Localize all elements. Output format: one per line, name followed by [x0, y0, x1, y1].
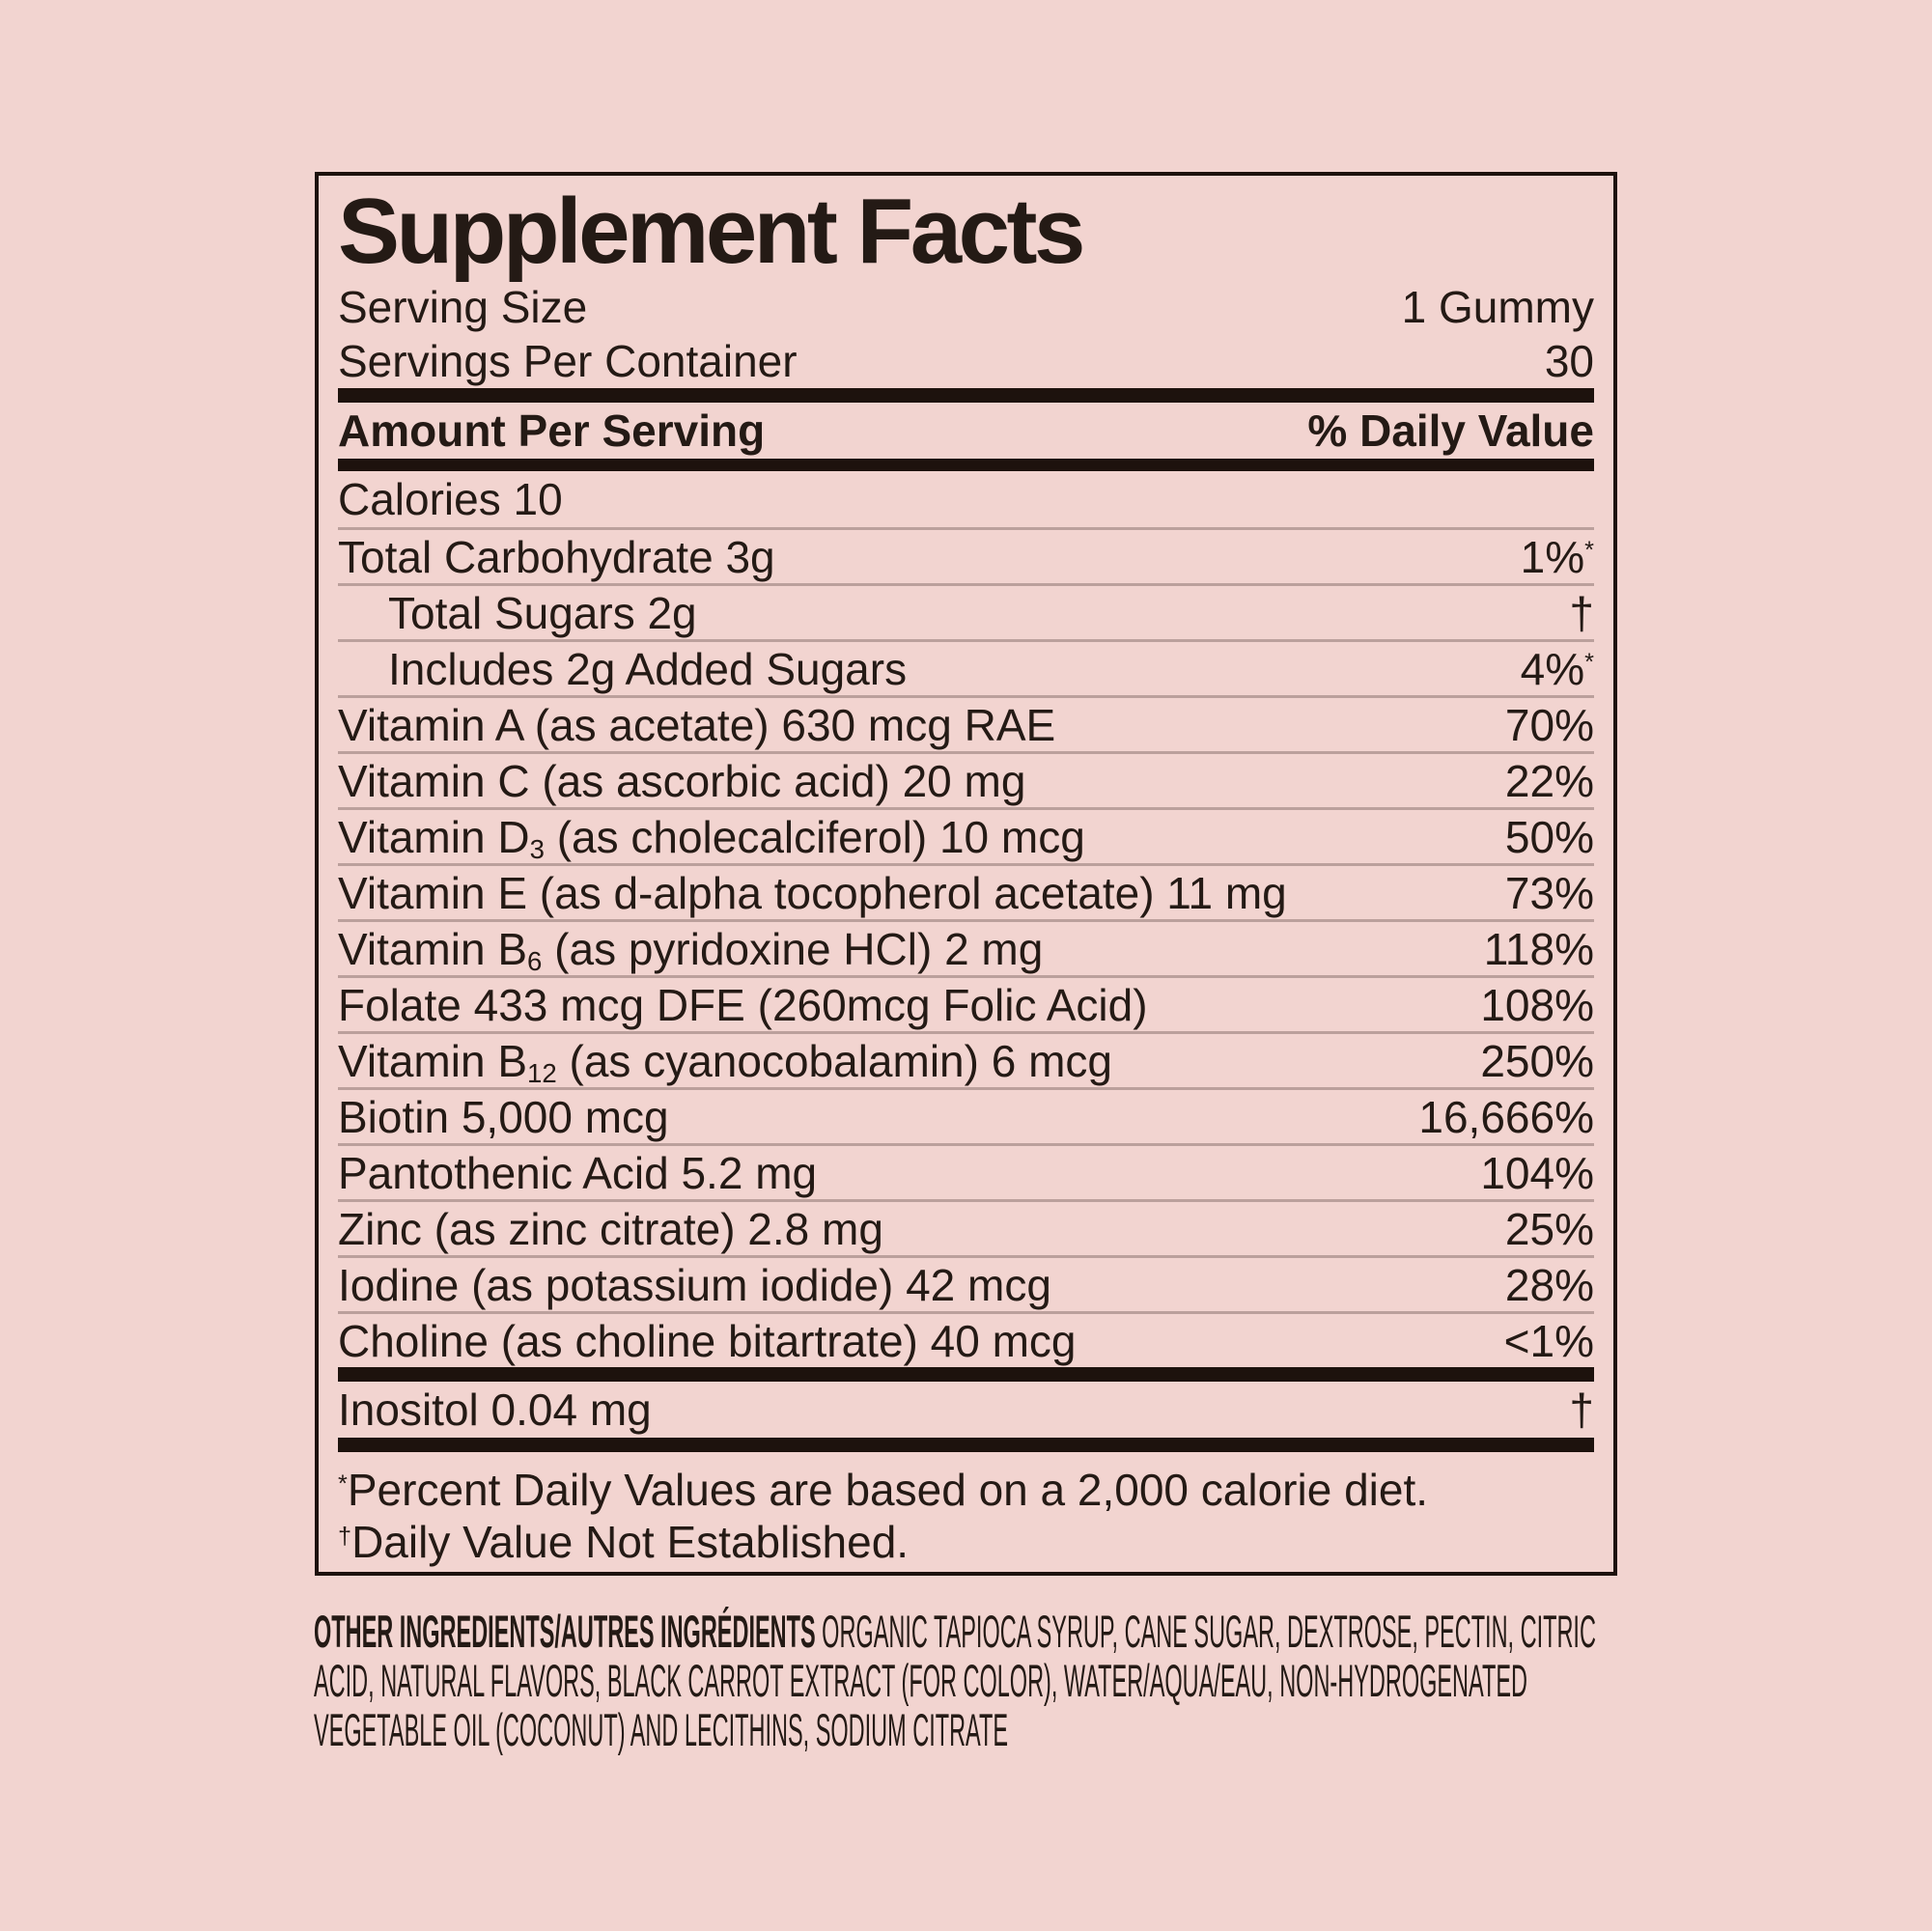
- footnote-text: Percent Daily Values are based on a 2,00…: [347, 1465, 1429, 1515]
- nutrient-name: Pantothenic Acid 5.2 mg: [338, 1147, 818, 1198]
- nutrient-row: Choline (as choline bitartrate) 40 mcg <1…: [338, 1311, 1594, 1367]
- nutrient-name-text: Vitamin D: [338, 811, 530, 862]
- nutrient-rows: Calories 10 Total Carbohydrate 3g 1%* Total…: [338, 471, 1594, 1367]
- nutrient-row: Iodine (as potassium iodide) 42 mcg 28%: [338, 1255, 1594, 1311]
- inositol-row: Inositol 0.04 mg †: [338, 1382, 1594, 1438]
- nutrient-row: Vitamin B12 (as cyanocobalamin) 6 mcg 250…: [338, 1031, 1594, 1087]
- supplement-facts-panel: Supplement Facts Serving Size 1 Gummy Se…: [315, 172, 1617, 1576]
- nutrient-value-superscript: *: [1584, 649, 1594, 677]
- nutrient-value: 4%*: [1520, 643, 1594, 694]
- other-ingredients: OTHER INGREDIENTS/AUTRES INGRÉDIENTS ORG…: [314, 1607, 1666, 1754]
- nutrient-value: 104%: [1480, 1147, 1594, 1198]
- nutrient-row: Includes 2g Added Sugars 4%*: [338, 639, 1594, 695]
- ingredients-text: ORGANIC TAPIOCA SYRUP, CANE SUGAR, DEXTR…: [822, 1606, 1596, 1657]
- divider-bar-top: [338, 388, 1594, 403]
- footnote-line: †Daily Value Not Established.: [338, 1516, 1594, 1568]
- nutrient-name: Vitamin A (as acetate) 630 mcg RAE: [338, 699, 1056, 750]
- nutrient-value: 108%: [1480, 979, 1594, 1030]
- footnote-line: *Percent Daily Values are based on a 2,0…: [338, 1464, 1594, 1516]
- serving-size-line: Serving Size 1 Gummy: [338, 280, 1594, 334]
- nutrient-name: Iodine (as potassium iodide) 42 mcg: [338, 1259, 1051, 1310]
- nutrient-value: 250%: [1480, 1035, 1594, 1086]
- nutrient-row: Total Carbohydrate 3g 1%*: [338, 527, 1594, 583]
- nutrient-name-text: (as pyridoxine HCl) 2 mg: [542, 923, 1044, 974]
- nutrient-row: Vitamin A (as acetate) 630 mcg RAE 70%: [338, 695, 1594, 751]
- ingredients-line: VEGETABLE OIL (COCONUT) AND LECITHINS, S…: [314, 1705, 1666, 1754]
- nutrient-name: Calories 10: [338, 474, 563, 524]
- ingredients-label: OTHER INGREDIENTS/AUTRES INGRÉDIENTS: [314, 1606, 823, 1657]
- nutrient-row: Zinc (as zinc citrate) 2.8 mg 25%: [338, 1199, 1594, 1255]
- divider-bar-inositol-bottom: [338, 1438, 1594, 1452]
- panel-title: Supplement Facts: [338, 180, 1085, 283]
- footnote-marker: †: [338, 1522, 352, 1550]
- nutrient-value-superscript: *: [1584, 537, 1594, 565]
- footnotes: *Percent Daily Values are based on a 2,0…: [338, 1464, 1594, 1568]
- nutrient-row: Total Sugars 2g †: [338, 583, 1594, 639]
- divider-bar-header: [338, 459, 1594, 471]
- nutrient-row: Vitamin E (as d-alpha tocopherol acetate…: [338, 863, 1594, 919]
- nutrient-row: Vitamin B6 (as pyridoxine HCl) 2 mg 118%: [338, 919, 1594, 975]
- nutrient-name: Choline (as choline bitartrate) 40 mcg: [338, 1315, 1077, 1366]
- footnote-text: Daily Value Not Established.: [351, 1517, 910, 1567]
- servings-per-container-line: Servings Per Container 30: [338, 334, 1594, 388]
- nutrient-row: Folate 433 mcg DFE (260mcg Folic Acid) 10…: [338, 975, 1594, 1031]
- servings-per-container-label: Servings Per Container: [338, 336, 798, 386]
- nutrient-value: 118%: [1483, 923, 1594, 974]
- serving-size-label: Serving Size: [338, 282, 588, 332]
- nutrient-name: Includes 2g Added Sugars: [388, 643, 908, 694]
- nutrient-name: Total Sugars 2g: [388, 587, 697, 638]
- amount-per-serving-header: Amount Per Serving: [338, 406, 766, 456]
- nutrient-name-text: (as cyanocobalamin) 6 mcg: [556, 1035, 1112, 1086]
- nutrient-row: Vitamin D3 (as cholecalciferol) 10 mcg 50…: [338, 807, 1594, 863]
- column-header-row: Amount Per Serving % Daily Value: [338, 403, 1594, 459]
- nutrient-name-subscript: 3: [529, 833, 545, 864]
- nutrient-value: 73%: [1504, 867, 1594, 918]
- nutrient-name-text: Vitamin B: [338, 1035, 528, 1086]
- inositol-value: †: [1569, 1385, 1594, 1435]
- nutrient-value: 28%: [1504, 1259, 1594, 1310]
- nutrient-value: 70%: [1504, 699, 1594, 750]
- daily-value-header: % Daily Value: [1307, 406, 1594, 456]
- inositol-name: Inositol 0.04 mg: [338, 1385, 652, 1435]
- nutrient-row: Calories 10: [338, 471, 1594, 527]
- ingredients-text: ACID, NATURAL FLAVORS, BLACK CARROT EXTR…: [314, 1655, 1527, 1706]
- nutrient-name-text: Vitamin B: [338, 923, 528, 974]
- nutrient-name: Biotin 5,000 mcg: [338, 1091, 669, 1142]
- serving-size-value: 1 Gummy: [1401, 282, 1594, 332]
- ingredients-text: VEGETABLE OIL (COCONUT) AND LECITHINS, S…: [314, 1704, 1009, 1755]
- nutrient-name: Vitamin B6 (as pyridoxine HCl) 2 mg: [338, 923, 1043, 975]
- nutrient-name: Folate 433 mcg DFE (260mcg Folic Acid): [338, 979, 1148, 1030]
- nutrient-name-subscript: 6: [527, 945, 543, 976]
- nutrient-name: Vitamin B12 (as cyanocobalamin) 6 mcg: [338, 1035, 1112, 1087]
- ingredients-line: ACID, NATURAL FLAVORS, BLACK CARROT EXTR…: [314, 1656, 1666, 1705]
- nutrient-name: Vitamin D3 (as cholecalciferol) 10 mcg: [338, 811, 1085, 863]
- nutrient-name: Vitamin C (as ascorbic acid) 20 mg: [338, 755, 1026, 806]
- nutrient-name-text: (as cholecalciferol) 10 mcg: [544, 811, 1085, 862]
- nutrient-value: 1%*: [1520, 531, 1594, 582]
- nutrient-row: Vitamin C (as ascorbic acid) 20 mg 22%: [338, 751, 1594, 807]
- nutrient-value: 50%: [1504, 811, 1594, 862]
- nutrient-value: 25%: [1504, 1203, 1594, 1254]
- nutrient-value: †: [1569, 587, 1594, 638]
- nutrient-value: <1%: [1503, 1315, 1594, 1366]
- footnote-marker: *: [338, 1469, 348, 1497]
- nutrient-name-subscript: 12: [527, 1057, 557, 1088]
- divider-bar-inositol-top: [338, 1367, 1594, 1382]
- nutrient-row: Biotin 5,000 mcg 16,666%: [338, 1087, 1594, 1143]
- nutrient-value: 16,666%: [1418, 1091, 1594, 1142]
- ingredients-line: OTHER INGREDIENTS/AUTRES INGRÉDIENTS ORG…: [314, 1607, 1666, 1656]
- nutrient-name: Vitamin E (as d-alpha tocopherol acetate…: [338, 867, 1287, 918]
- nutrient-value: 22%: [1504, 755, 1594, 806]
- nutrient-name: Total Carbohydrate 3g: [338, 531, 775, 582]
- nutrient-row: Pantothenic Acid 5.2 mg 104%: [338, 1143, 1594, 1199]
- nutrient-name: Zinc (as zinc citrate) 2.8 mg: [338, 1203, 883, 1254]
- servings-per-container-value: 30: [1544, 336, 1594, 386]
